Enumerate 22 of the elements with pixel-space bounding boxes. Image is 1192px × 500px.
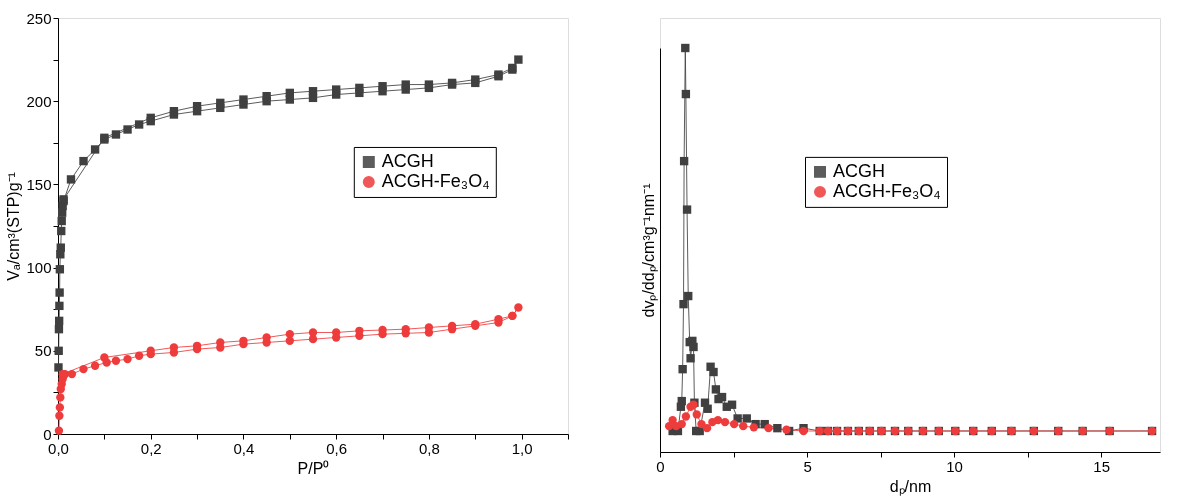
x-tick-label: 15 (1093, 457, 1111, 475)
x-axis-title: dₚ/nm (889, 477, 932, 496)
y-tick-label: 50 (34, 342, 52, 360)
x-tick-label: 10 (946, 457, 963, 475)
y-tick-label: 100 (26, 259, 52, 277)
x-tick-label: 0,6 (326, 439, 348, 457)
legend-label: ACGH (833, 160, 886, 181)
y-axis-title: dvₚ/ddₚ/cm³g⁻¹nm⁻¹ (639, 183, 658, 318)
x-tick-label: 0,2 (140, 439, 162, 457)
legend-label: ACGH-Fe₃O₄ (381, 170, 490, 191)
legend-label: ACGH-Fe₃O₄ (833, 180, 941, 201)
x-tick-label: 0,8 (418, 439, 440, 457)
x-tick-label: 0,4 (233, 439, 255, 457)
y-tick-label: 200 (26, 92, 52, 110)
x-tick-label: 1,0 (511, 439, 533, 457)
legend-label: ACGH (381, 150, 434, 171)
x-axis-title: P/P⁰ (297, 459, 330, 477)
y-tick-label: 150 (26, 175, 52, 193)
y-tick-label: 250 (26, 9, 52, 27)
y-axis-title: Vₐ/cm³(STP)g⁻¹ (5, 172, 23, 281)
x-tick-label: 5 (803, 457, 812, 475)
x-tick-label: 0 (656, 457, 665, 475)
